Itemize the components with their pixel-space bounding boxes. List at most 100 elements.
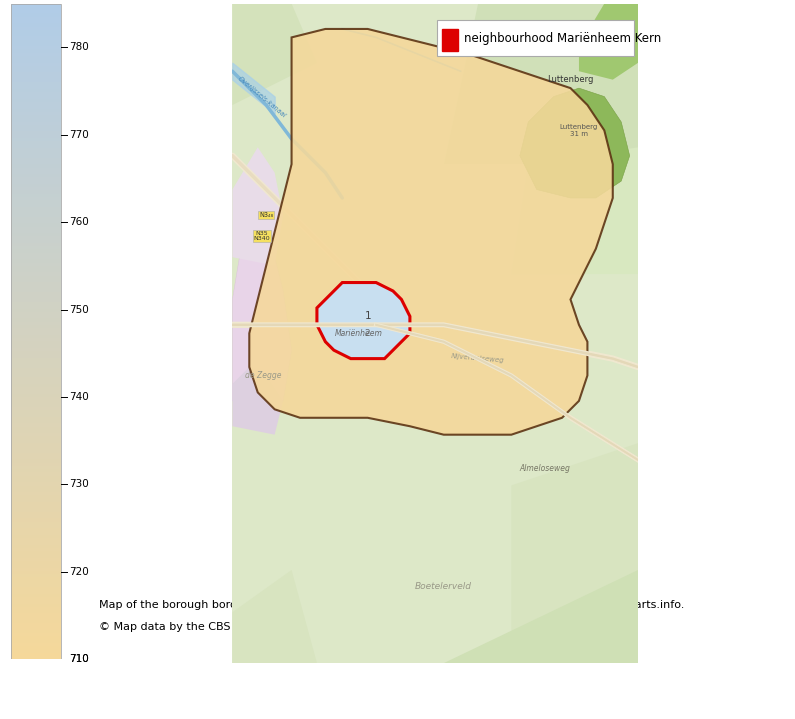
Polygon shape: [11, 20, 61, 23]
Polygon shape: [11, 453, 61, 456]
Polygon shape: [11, 50, 61, 52]
Polygon shape: [11, 525, 61, 528]
Polygon shape: [11, 640, 61, 643]
Polygon shape: [11, 161, 61, 164]
Text: 780: 780: [69, 42, 89, 52]
Polygon shape: [11, 157, 61, 161]
Polygon shape: [11, 174, 61, 178]
Polygon shape: [11, 515, 61, 518]
Polygon shape: [11, 96, 61, 99]
Polygon shape: [11, 390, 61, 394]
Polygon shape: [11, 273, 61, 275]
Polygon shape: [11, 338, 61, 342]
Polygon shape: [11, 521, 61, 525]
Polygon shape: [11, 630, 61, 633]
Polygon shape: [11, 544, 61, 548]
Polygon shape: [11, 134, 61, 138]
Polygon shape: [11, 407, 61, 410]
Polygon shape: [11, 456, 61, 459]
Text: 740: 740: [69, 392, 89, 402]
Polygon shape: [11, 260, 61, 262]
Polygon shape: [11, 102, 61, 105]
Polygon shape: [11, 63, 61, 66]
Polygon shape: [11, 528, 61, 531]
Polygon shape: [11, 538, 61, 541]
Polygon shape: [11, 279, 61, 283]
Text: 730: 730: [69, 480, 89, 490]
Polygon shape: [11, 201, 61, 203]
Polygon shape: [11, 581, 61, 584]
Polygon shape: [11, 230, 61, 233]
Polygon shape: [11, 82, 61, 86]
Polygon shape: [11, 37, 61, 40]
Polygon shape: [11, 335, 61, 338]
Polygon shape: [11, 420, 61, 423]
Text: neighbourhood Mariënheem Kern: neighbourhood Mariënheem Kern: [463, 32, 661, 45]
Polygon shape: [520, 88, 630, 198]
Polygon shape: [11, 73, 61, 75]
Polygon shape: [11, 66, 61, 69]
Polygon shape: [11, 151, 61, 155]
Polygon shape: [11, 384, 61, 388]
Polygon shape: [11, 184, 61, 187]
Text: 2: 2: [365, 329, 370, 338]
Polygon shape: [11, 472, 61, 476]
Polygon shape: [11, 306, 61, 308]
Polygon shape: [11, 400, 61, 403]
Polygon shape: [11, 99, 61, 102]
Polygon shape: [11, 584, 61, 587]
Polygon shape: [11, 132, 61, 134]
Polygon shape: [11, 426, 61, 430]
Polygon shape: [11, 646, 61, 649]
Polygon shape: [11, 262, 61, 266]
Polygon shape: [11, 492, 61, 495]
Polygon shape: [11, 60, 61, 63]
Bar: [442, 29, 459, 51]
Polygon shape: [11, 109, 61, 111]
Text: © Map data by the CBS & ESRI Netherlands, map background by OpenStreetMap.: © Map data by the CBS & ESRI Netherlands…: [99, 622, 556, 632]
Polygon shape: [11, 243, 61, 246]
Text: Overijssels-kanaal: Overijssels-kanaal: [237, 75, 287, 119]
Polygon shape: [444, 570, 638, 663]
Polygon shape: [11, 86, 61, 89]
Polygon shape: [11, 308, 61, 312]
Polygon shape: [232, 232, 292, 401]
Polygon shape: [11, 210, 61, 214]
Polygon shape: [11, 256, 61, 260]
Polygon shape: [11, 561, 61, 564]
Polygon shape: [11, 344, 61, 348]
Polygon shape: [11, 27, 61, 29]
Polygon shape: [11, 298, 61, 302]
Polygon shape: [11, 649, 61, 653]
Polygon shape: [11, 89, 61, 92]
Polygon shape: [11, 594, 61, 597]
Polygon shape: [11, 377, 61, 380]
Polygon shape: [11, 171, 61, 174]
Polygon shape: [11, 462, 61, 466]
Polygon shape: [11, 397, 61, 400]
Polygon shape: [11, 128, 61, 132]
Polygon shape: [11, 531, 61, 535]
Polygon shape: [11, 626, 61, 630]
Polygon shape: [11, 518, 61, 521]
Text: Nijverdalseweg: Nijverdalseweg: [451, 353, 505, 364]
Polygon shape: [11, 348, 61, 351]
Polygon shape: [511, 147, 638, 274]
Polygon shape: [232, 4, 638, 663]
Polygon shape: [11, 197, 61, 201]
Polygon shape: [11, 403, 61, 407]
Polygon shape: [11, 275, 61, 279]
Polygon shape: [11, 193, 61, 197]
Polygon shape: [11, 380, 61, 384]
Polygon shape: [11, 410, 61, 413]
Polygon shape: [11, 138, 61, 142]
Polygon shape: [11, 249, 61, 253]
Polygon shape: [11, 479, 61, 482]
Polygon shape: [11, 119, 61, 122]
Polygon shape: [511, 443, 638, 663]
Polygon shape: [11, 29, 61, 33]
Polygon shape: [11, 597, 61, 600]
Text: Almeloseweg: Almeloseweg: [520, 464, 571, 473]
Polygon shape: [11, 541, 61, 544]
Polygon shape: [11, 187, 61, 191]
